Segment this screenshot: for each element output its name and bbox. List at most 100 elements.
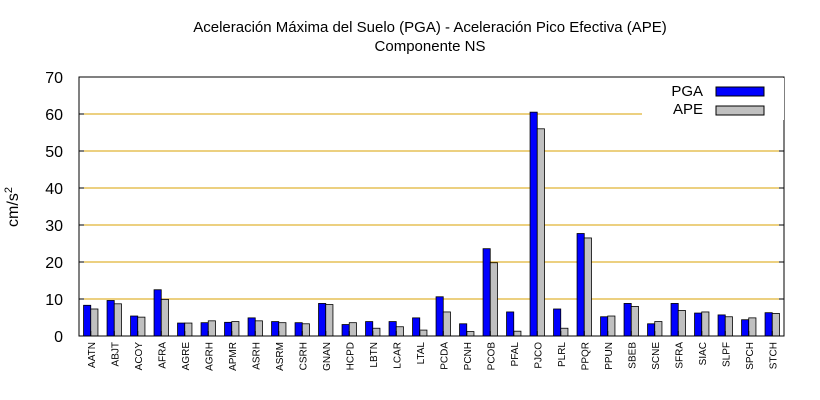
bar-pga-asrh: [247, 317, 256, 337]
bar-ape-ppun: [607, 315, 616, 337]
bar-pga-lcar: [388, 321, 397, 337]
bar-pga-sfra: [670, 303, 679, 337]
bar-pga-abjt: [106, 300, 115, 337]
x-tick-label: PPQR: [580, 342, 591, 370]
chart-subtitle: Componente NS: [375, 38, 486, 55]
x-tick-label: LCAR: [392, 342, 403, 369]
x-tick-label: APMR: [228, 342, 239, 371]
bar-ape-acoy: [137, 316, 146, 337]
x-tick-label: PCOB: [486, 342, 497, 371]
plot-frame: [78, 76, 785, 337]
bar-pga-slpf: [717, 314, 726, 337]
axes: [78, 76, 785, 337]
bar-ape-pcda: [442, 311, 451, 337]
bar-ape-abjt: [113, 303, 122, 337]
x-tick-label: SPCH: [745, 342, 756, 370]
x-tick-label: SFRA: [674, 342, 685, 369]
x-tick-label: SCNE: [651, 342, 662, 370]
bar-pga-agrh: [200, 322, 209, 337]
bar-pga-ltal: [412, 317, 421, 337]
bar-ape-pcob: [489, 262, 498, 337]
x-tick-label: ABJT: [110, 342, 121, 366]
bar-ape-asrm: [278, 322, 287, 337]
bar-ape-pfal: [513, 330, 522, 337]
bar-pga-stch: [764, 312, 773, 337]
bar-ape-agrh: [207, 320, 216, 337]
x-tick-label: CSRH: [298, 342, 309, 370]
bar-ape-sfra: [677, 310, 686, 337]
x-tick-label: PJCO: [533, 342, 544, 369]
chart-title: Aceleración Máxima del Suelo (PGA) - Ace…: [193, 19, 667, 36]
bar-pga-scne: [647, 323, 656, 337]
x-tick-label: PPUN: [604, 342, 615, 370]
bar-ape-plrl: [560, 327, 569, 337]
bar-pga-pcob: [482, 248, 491, 337]
legend: PGA APE: [642, 78, 784, 120]
bar-pga-hcpd: [341, 324, 350, 337]
x-ticks: AATN ABJT ACOY AFRA AGRE AGRH APMR ASRH ASRM CSRH…: [87, 331, 779, 371]
bar-ape-stch: [771, 313, 780, 337]
y-tick-label: 10: [45, 292, 63, 309]
bar-ape-asrh: [254, 320, 263, 337]
bar-ape-pjco: [536, 128, 545, 337]
x-tick-label: HCPD: [345, 342, 356, 370]
bar-pga-csrh: [294, 322, 303, 337]
x-tick-label: GNAN: [322, 342, 333, 371]
bar-pga-agre: [177, 322, 186, 337]
y-tick-label: 70: [45, 70, 63, 87]
bar-ape-spch: [748, 317, 757, 337]
bar-ape-hcpd: [348, 322, 357, 337]
x-tick-label: STCH: [768, 342, 779, 369]
bar-ape-slpf: [724, 316, 733, 337]
x-tick-label: SLPF: [721, 342, 732, 367]
bar-ape-lcar: [395, 326, 404, 337]
y-tick-label: 0: [54, 329, 63, 346]
bar-ape-aatn: [90, 308, 99, 337]
y-ticks: 0 10 20 30 40 50 60 70: [45, 70, 784, 346]
x-tick-label: LTAL: [416, 342, 427, 365]
bar-pga-pcnh: [459, 323, 468, 337]
bar-pga-sbeb: [623, 303, 632, 337]
legend-label-pga: PGA: [671, 83, 703, 100]
bar-pga-asrm: [271, 321, 280, 337]
bar-pga-spch: [741, 319, 750, 337]
bar-pga-ppqr: [576, 233, 585, 337]
legend-swatch-ape: [715, 105, 765, 116]
bar-ape-pcnh: [466, 331, 475, 337]
x-tick-label: PFAL: [510, 342, 521, 367]
legend-swatch-pga: [715, 86, 765, 97]
x-tick-label: AGRE: [181, 342, 192, 371]
x-tick-label: ASRM: [275, 342, 286, 371]
bars: [83, 111, 780, 337]
bar-pga-pcda: [435, 296, 444, 337]
x-tick-label: AATN: [87, 342, 98, 368]
y-tick-label: 60: [45, 107, 63, 124]
x-tick-label: AFRA: [157, 342, 168, 369]
bar-ape-gnan: [325, 304, 334, 337]
y-tick-label: 30: [45, 218, 63, 235]
bar-pga-lbtn: [365, 321, 374, 337]
bar-ape-ppqr: [583, 237, 592, 337]
bar-pga-plrl: [553, 308, 562, 337]
x-tick-label: LBTN: [369, 342, 380, 368]
x-tick-label: PLRL: [557, 342, 568, 367]
bar-ape-csrh: [301, 323, 310, 337]
x-tick-label: ASRH: [251, 342, 262, 370]
bar-ape-scne: [654, 321, 663, 337]
x-tick-label: SIAC: [698, 342, 709, 365]
y-tick-label: 40: [45, 181, 63, 198]
bar-pga-pfal: [506, 311, 515, 337]
x-tick-label: PCNH: [463, 342, 474, 370]
bar-pga-afra: [153, 289, 162, 337]
legend-label-ape: APE: [673, 101, 703, 118]
bar-ape-apmr: [231, 321, 240, 337]
bar-pga-apmr: [224, 321, 233, 337]
y-axis-label: cm/s2: [3, 187, 22, 227]
x-tick-label: ACOY: [134, 342, 145, 371]
bar-ape-agre: [184, 322, 193, 337]
bar-pga-gnan: [318, 303, 327, 337]
x-tick-label: AGRH: [204, 342, 215, 371]
bar-pga-siac: [694, 312, 703, 337]
x-tick-label: SBEB: [627, 342, 638, 369]
